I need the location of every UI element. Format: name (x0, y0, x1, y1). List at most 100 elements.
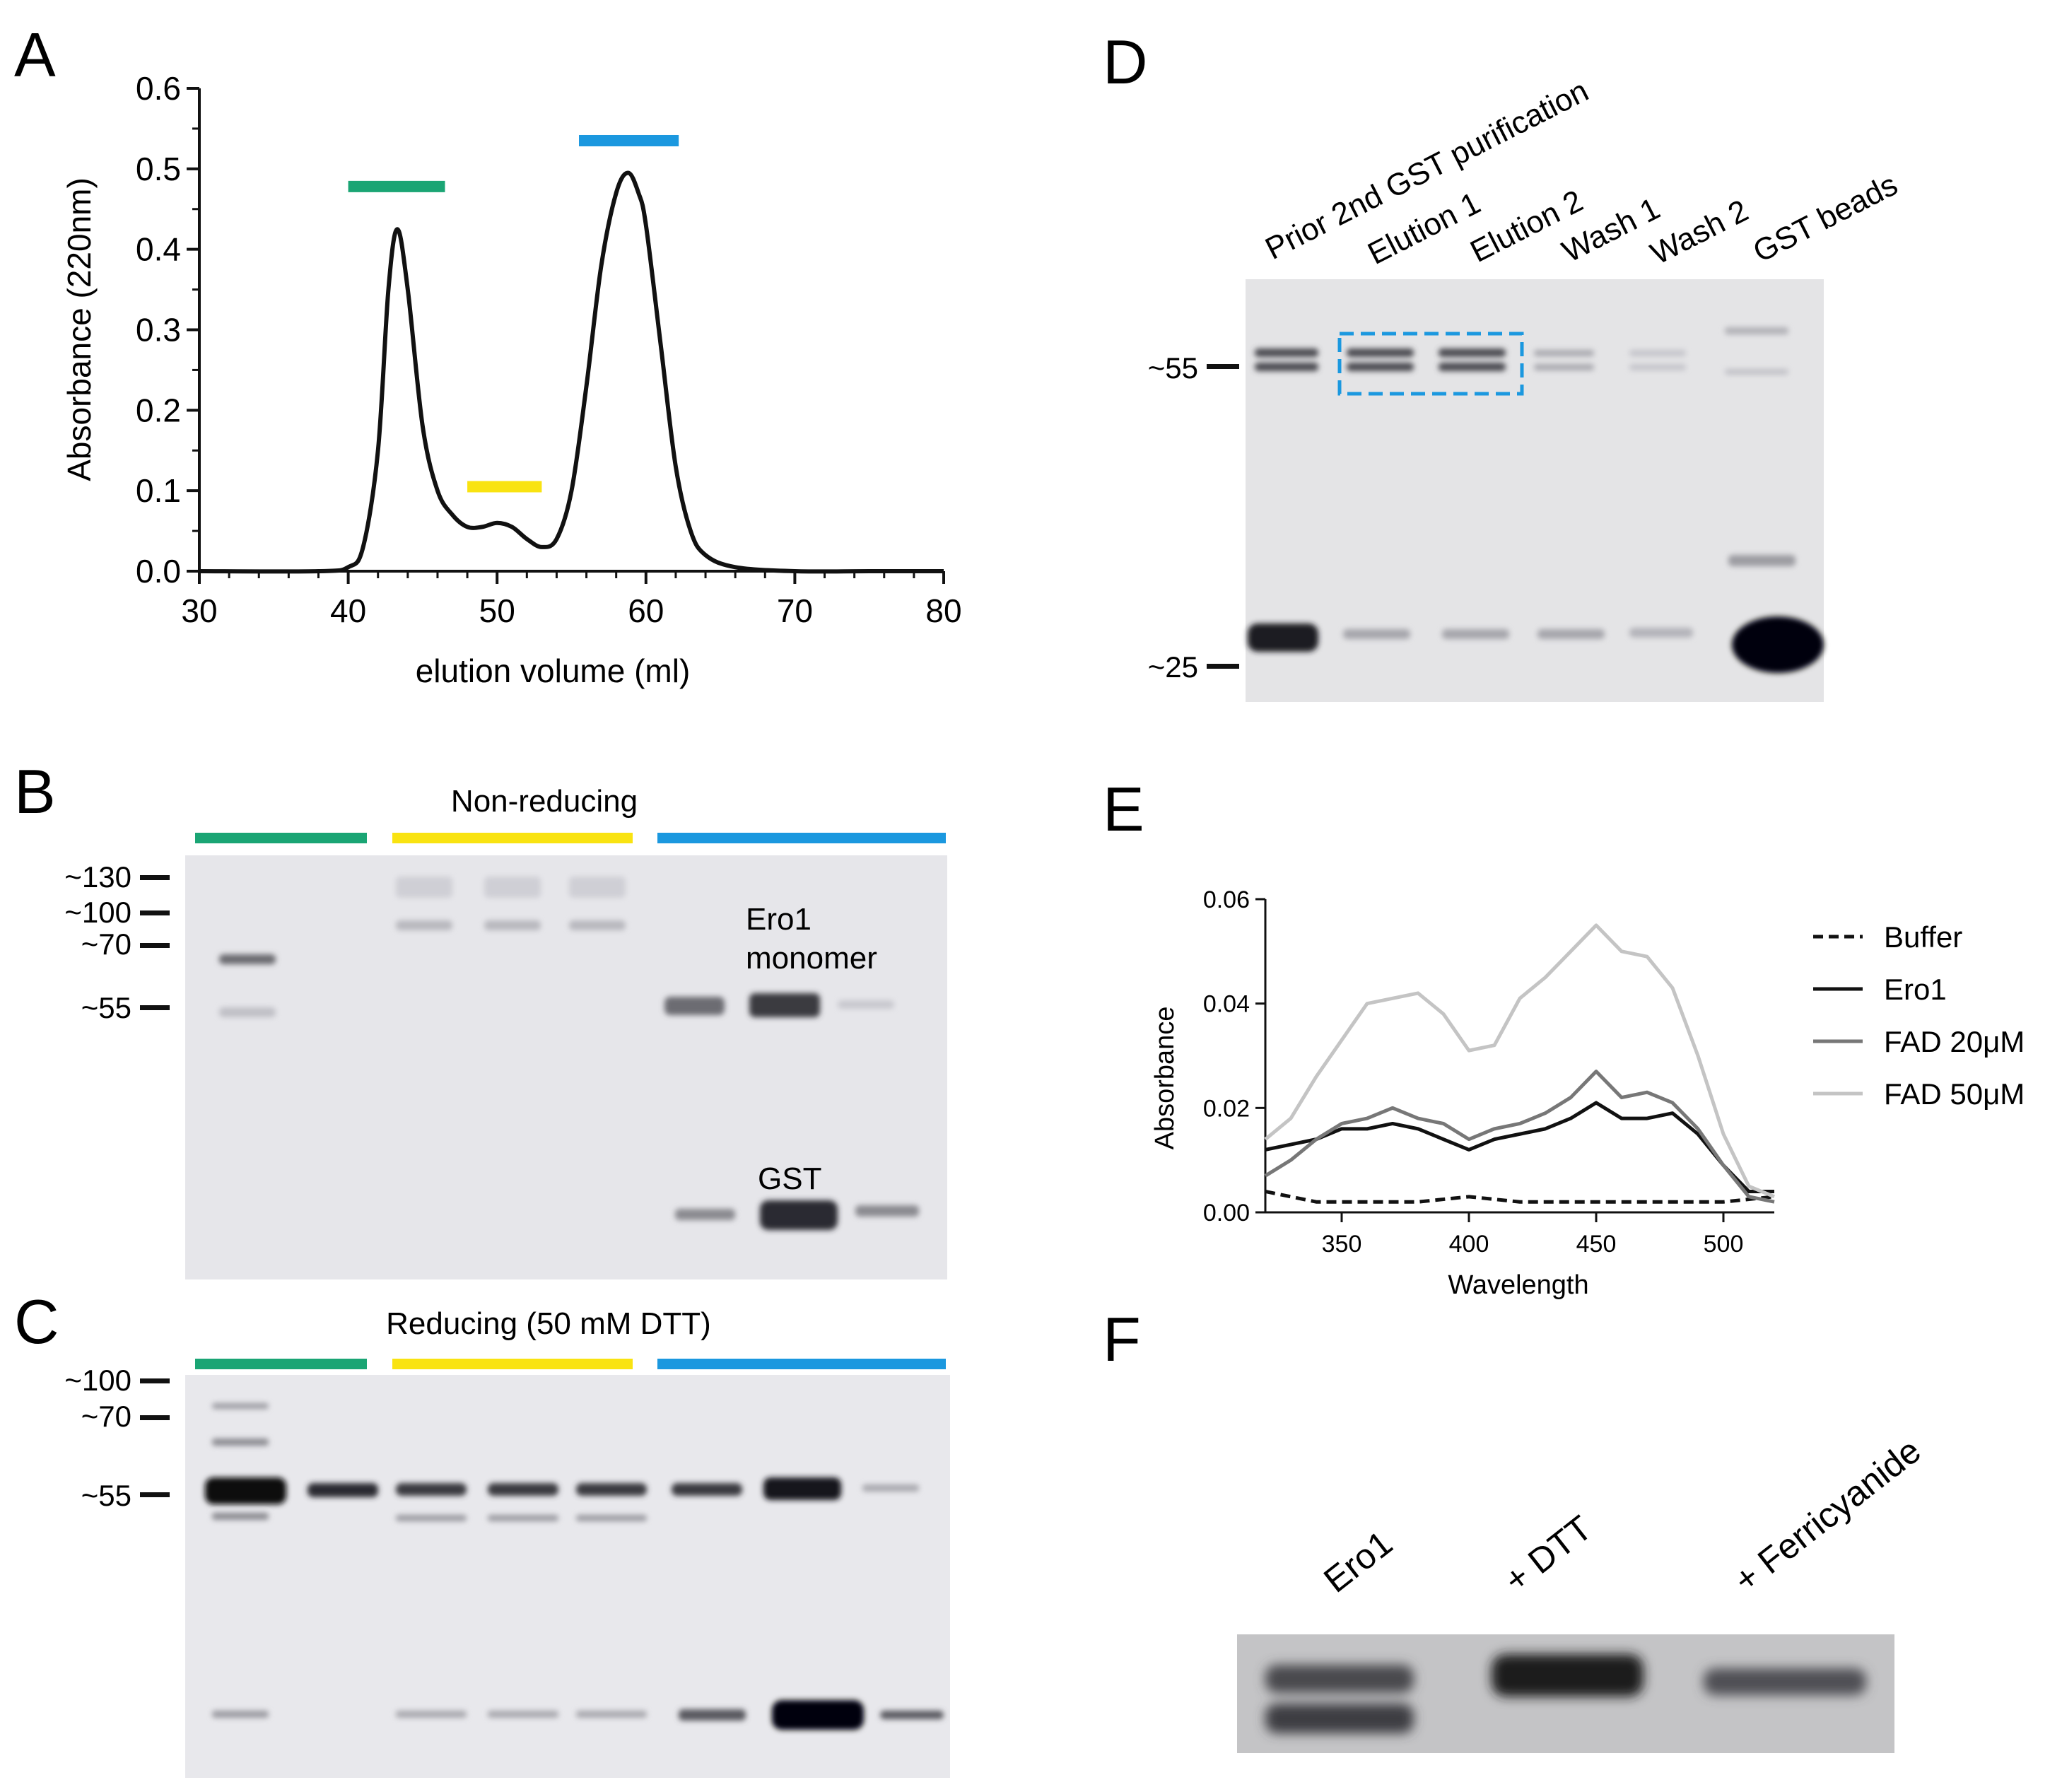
gel-c-band (576, 1483, 647, 1496)
gel-f-band (1265, 1704, 1414, 1733)
gel-b-band (664, 997, 725, 1015)
gel-b-marker-tick (140, 1005, 170, 1010)
gel-b-band (569, 877, 626, 898)
gel-c-green-bar (195, 1359, 367, 1369)
gel-b-band (675, 1209, 735, 1220)
gel-b-band (484, 877, 541, 898)
chart-e-legend-label: Buffer (1884, 920, 1962, 954)
gel-b-gst-annotation: GST (758, 1161, 821, 1196)
chart-a-y-tick-label: 0.4 (136, 231, 181, 268)
chart-a-y-tick-label: 0.5 (136, 151, 181, 187)
gel-b-band (396, 920, 452, 930)
gel-b: Non-reducing Ero1 monomer GST ~130 ~100 (64, 784, 947, 1279)
gel-d-band (1343, 629, 1410, 639)
gel-b-title: Non-reducing (451, 784, 638, 819)
gel-d-lane-label: GST beads (1747, 168, 1903, 269)
gel-c: Reducing (50 mM DTT) (64, 1306, 950, 1778)
chart-e-series-ero1 (1265, 1101, 1774, 1193)
chart-a-x-tick-label: 40 (330, 592, 366, 629)
gel-c-band (576, 1515, 647, 1521)
gel-d-band (1442, 629, 1509, 639)
gel-c-marker-tick (140, 1415, 170, 1420)
gel-f-band (1265, 1665, 1414, 1693)
gel-c-band (396, 1711, 467, 1718)
gel-d-band (1255, 363, 1318, 371)
gel-b-marker-tick (140, 943, 170, 948)
panel-label-a: A (14, 20, 56, 90)
gel-b-band (569, 920, 626, 930)
gel-d-band (1255, 349, 1318, 357)
chart-a-fraction-bar-blue (579, 134, 679, 146)
gel-b-marker: ~130 (64, 860, 131, 894)
gel-c-band (772, 1700, 864, 1730)
chart-a-fraction-bar-yellow (467, 481, 542, 493)
chart-a-xlabel: elution volume (ml) (416, 652, 691, 689)
gel-b-marker: ~100 (64, 896, 131, 929)
gel-d-band (1439, 349, 1506, 357)
chart-e-legend-label: Ero1 (1884, 973, 1947, 1006)
gel-c-band (205, 1477, 286, 1504)
chart-a-x-tick-label: 80 (925, 592, 961, 629)
gel-b-marker-tick (140, 875, 170, 880)
gel-c-yellow-bar (392, 1359, 633, 1369)
gel-d-band (1732, 616, 1824, 673)
gel-c-band (212, 1711, 269, 1718)
gel-d-band (1725, 327, 1788, 334)
chart-a-x-tick-label: 30 (181, 592, 217, 629)
chart-a-fraction-bar-green (348, 180, 445, 192)
gel-c-blue-bar (657, 1359, 946, 1369)
gel-b-ero1-annotation-2: monomer (746, 941, 877, 976)
panel-label-f: F (1103, 1304, 1141, 1374)
gel-c-band (488, 1711, 558, 1718)
chart-e-legend-label: FAD 50μM (1884, 1077, 2025, 1111)
gel-c-marker-tick (140, 1492, 170, 1497)
chart-a: 0.0 0.1 0.2 0.3 0.4 0.5 0.6 30 40 50 60 70 80 elutio… (61, 70, 962, 689)
chart-a-x-tick-label: 70 (777, 592, 813, 629)
gel-d-image (1246, 279, 1824, 702)
gel-d-band (1629, 350, 1686, 356)
gel-f-lane-label: + Ferricyanide (1726, 1431, 1928, 1600)
chart-a-y-tick-label: 0.2 (136, 392, 181, 428)
gel-b-marker-tick (140, 910, 170, 915)
gel-c-band (396, 1515, 467, 1521)
panel-label-c: C (14, 1287, 59, 1357)
chart-a-ylabel: Absorbance (220nm) (61, 177, 98, 481)
chart-a-y-tick-label: 0.0 (136, 553, 181, 590)
chart-e-y-tick-label: 0.02 (1203, 1095, 1250, 1122)
gel-c-marker: ~100 (64, 1364, 131, 1397)
gel-c-marker: ~70 (81, 1400, 131, 1433)
panel-label-b: B (14, 756, 56, 826)
chart-a-x-tick-label: 50 (479, 592, 515, 629)
chart-a-series-line (199, 170, 944, 574)
panel-label-e: E (1103, 774, 1144, 844)
gel-b-ero1-annotation-1: Ero1 (746, 902, 812, 937)
gel-c-band (763, 1477, 841, 1500)
chart-a-y-tick-label: 0.3 (136, 312, 181, 349)
gel-c-band (679, 1709, 746, 1721)
gel-c-band (880, 1711, 944, 1719)
chart-a-y-tick-label: 0.6 (136, 70, 181, 107)
gel-c-title: Reducing (50 mM DTT) (386, 1306, 711, 1341)
gel-d-band (1629, 364, 1686, 370)
gel-b-yellow-bar (392, 833, 633, 843)
chart-e-series-buffer (1265, 1190, 1775, 1204)
gel-d-band (1248, 623, 1318, 652)
gel-c-marker: ~55 (81, 1479, 131, 1512)
chart-e-y-tick-label: 0.06 (1203, 886, 1250, 913)
gel-f-band (1492, 1654, 1644, 1697)
chart-a-x-tick-label: 60 (628, 592, 664, 629)
chart-e-x-tick-label: 350 (1322, 1231, 1362, 1258)
gel-b-band (219, 1007, 276, 1017)
gel-b-band (219, 954, 276, 964)
chart-e-x-tick-label: 500 (1704, 1231, 1744, 1258)
gel-c-band (488, 1483, 558, 1496)
gel-c-band (576, 1711, 647, 1718)
gel-d-marker: ~25 (1148, 650, 1198, 684)
panel-label-d: D (1103, 27, 1148, 97)
chart-e-ylabel: Absorbance (1150, 1007, 1180, 1150)
gel-c-marker-tick (140, 1378, 170, 1383)
gel-c-band (396, 1483, 467, 1496)
gel-d-band (1534, 350, 1594, 356)
